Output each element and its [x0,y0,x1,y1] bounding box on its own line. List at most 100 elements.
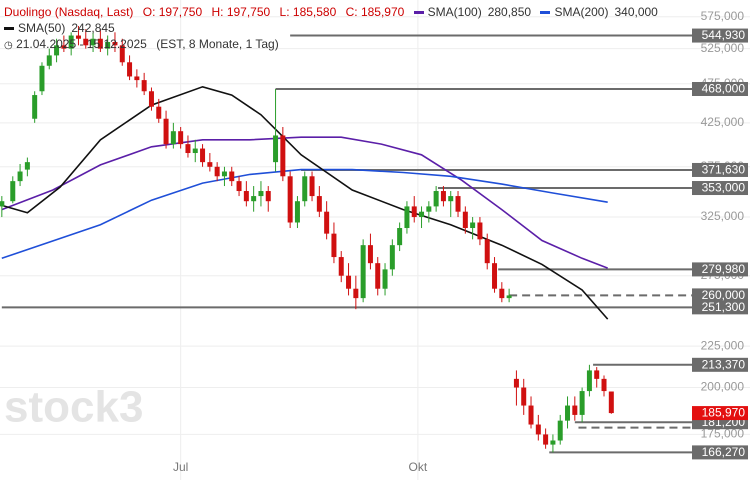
candle-body [24,162,30,170]
candle-body [185,144,191,154]
candle-body [375,263,381,289]
candle-body [360,245,366,299]
legend-value: 340,000 [614,5,658,19]
candle-body [528,405,534,425]
candle-body [324,211,330,234]
candle-body [214,166,220,177]
price-label-box [692,162,748,177]
candle-body [39,65,45,92]
candle-body [470,222,476,229]
price-label: 251,300 [692,300,748,315]
price-label-box [692,82,748,97]
price-label-box [692,28,748,43]
candle-body [586,370,592,392]
candle-body [156,106,162,119]
candle-body [462,211,468,229]
candle-body [389,245,395,270]
price-label-text: 260,000 [702,288,746,302]
price-label: 213,370 [692,357,748,372]
candle-body [608,391,614,414]
candle-body [557,420,563,441]
period-note: (EST, 8 Monate, 1 Tag) [156,37,279,51]
watermark: stock3 [4,383,143,432]
legend-swatch [540,11,551,15]
candle-body [331,233,337,258]
candle-body [61,45,67,49]
candle-body [426,206,432,212]
price-label-box [692,357,748,372]
y-tick-label: 525,000 [701,41,745,55]
candle-body [83,38,89,46]
candle-body [105,42,111,49]
legend-item: SMA(50) 242,845 [4,21,115,35]
ohlc-label: L: 185,580 [279,5,337,19]
candle-body [236,181,242,192]
price-label-box [692,181,748,196]
price-label-box [692,406,748,421]
candle-body [258,191,264,197]
price-label-text: 353,000 [702,181,746,195]
x-tick-label: Okt [409,460,428,474]
candle-body [448,196,454,202]
candle-body [316,196,322,212]
ohlc-label: H: 197,750 [211,5,271,19]
candle-body [243,191,249,202]
candle-body [127,62,133,77]
clock-icon: ◷ [4,40,13,51]
candle-body [513,378,519,388]
x-tick-label: Jul [173,460,188,474]
price-label-text: 166,270 [702,445,746,459]
price-label-box [692,288,748,303]
candle-body [294,201,300,223]
candle-body [594,370,600,379]
candle-body [543,434,549,445]
candle-body [221,171,227,177]
legend-swatch [4,27,14,31]
candle-body [397,228,403,246]
candle-body [148,91,154,107]
price-label-text: 544,930 [702,28,746,42]
candle-body [287,176,293,223]
candle-body [353,288,359,299]
candle-body [68,35,74,49]
candle-body [433,191,439,207]
candle-body [32,95,38,119]
candle-body [141,80,147,92]
candle-body [404,206,410,229]
candle-body [134,76,140,81]
legend-item: SMA(100) 280,850 [413,5,531,19]
candle-body [550,440,556,445]
y-tick-label: 425,000 [701,115,745,129]
candle-body [382,269,388,289]
candle-body [440,191,446,202]
candle-body [251,196,257,202]
candle-body [346,275,352,289]
price-label-text: 468,000 [702,82,746,96]
candle-body [477,222,483,240]
candle-body [280,135,286,177]
candle-body [367,245,373,264]
candle-body [565,405,571,421]
candle-body [273,135,279,163]
candle-body [97,38,103,49]
candle-body [192,148,198,154]
ohlc-label: O: 197,750 [142,5,203,19]
legend-row: SMA(50) 242,845 [4,20,658,36]
price-label-text: 213,370 [702,357,746,371]
y-tick-label: 175,000 [701,427,745,441]
legend-name: SMA(100) [427,5,482,19]
legend-item: SMA(200) 340,000 [540,5,658,19]
sma-line [1,136,608,269]
price-label-box [692,300,748,315]
candle-body [521,387,527,406]
candle-body [484,239,490,264]
y-tick-label: 225,000 [701,338,745,352]
price-label-box [692,262,748,277]
price-label-text: 185,970 [702,406,746,420]
candle-body [455,196,461,212]
price-label: 166,270 [692,445,748,460]
legend: Duolingo (Nasdaq, Last) O: 197,750 H: 19… [4,4,658,54]
candle-body [54,45,60,56]
